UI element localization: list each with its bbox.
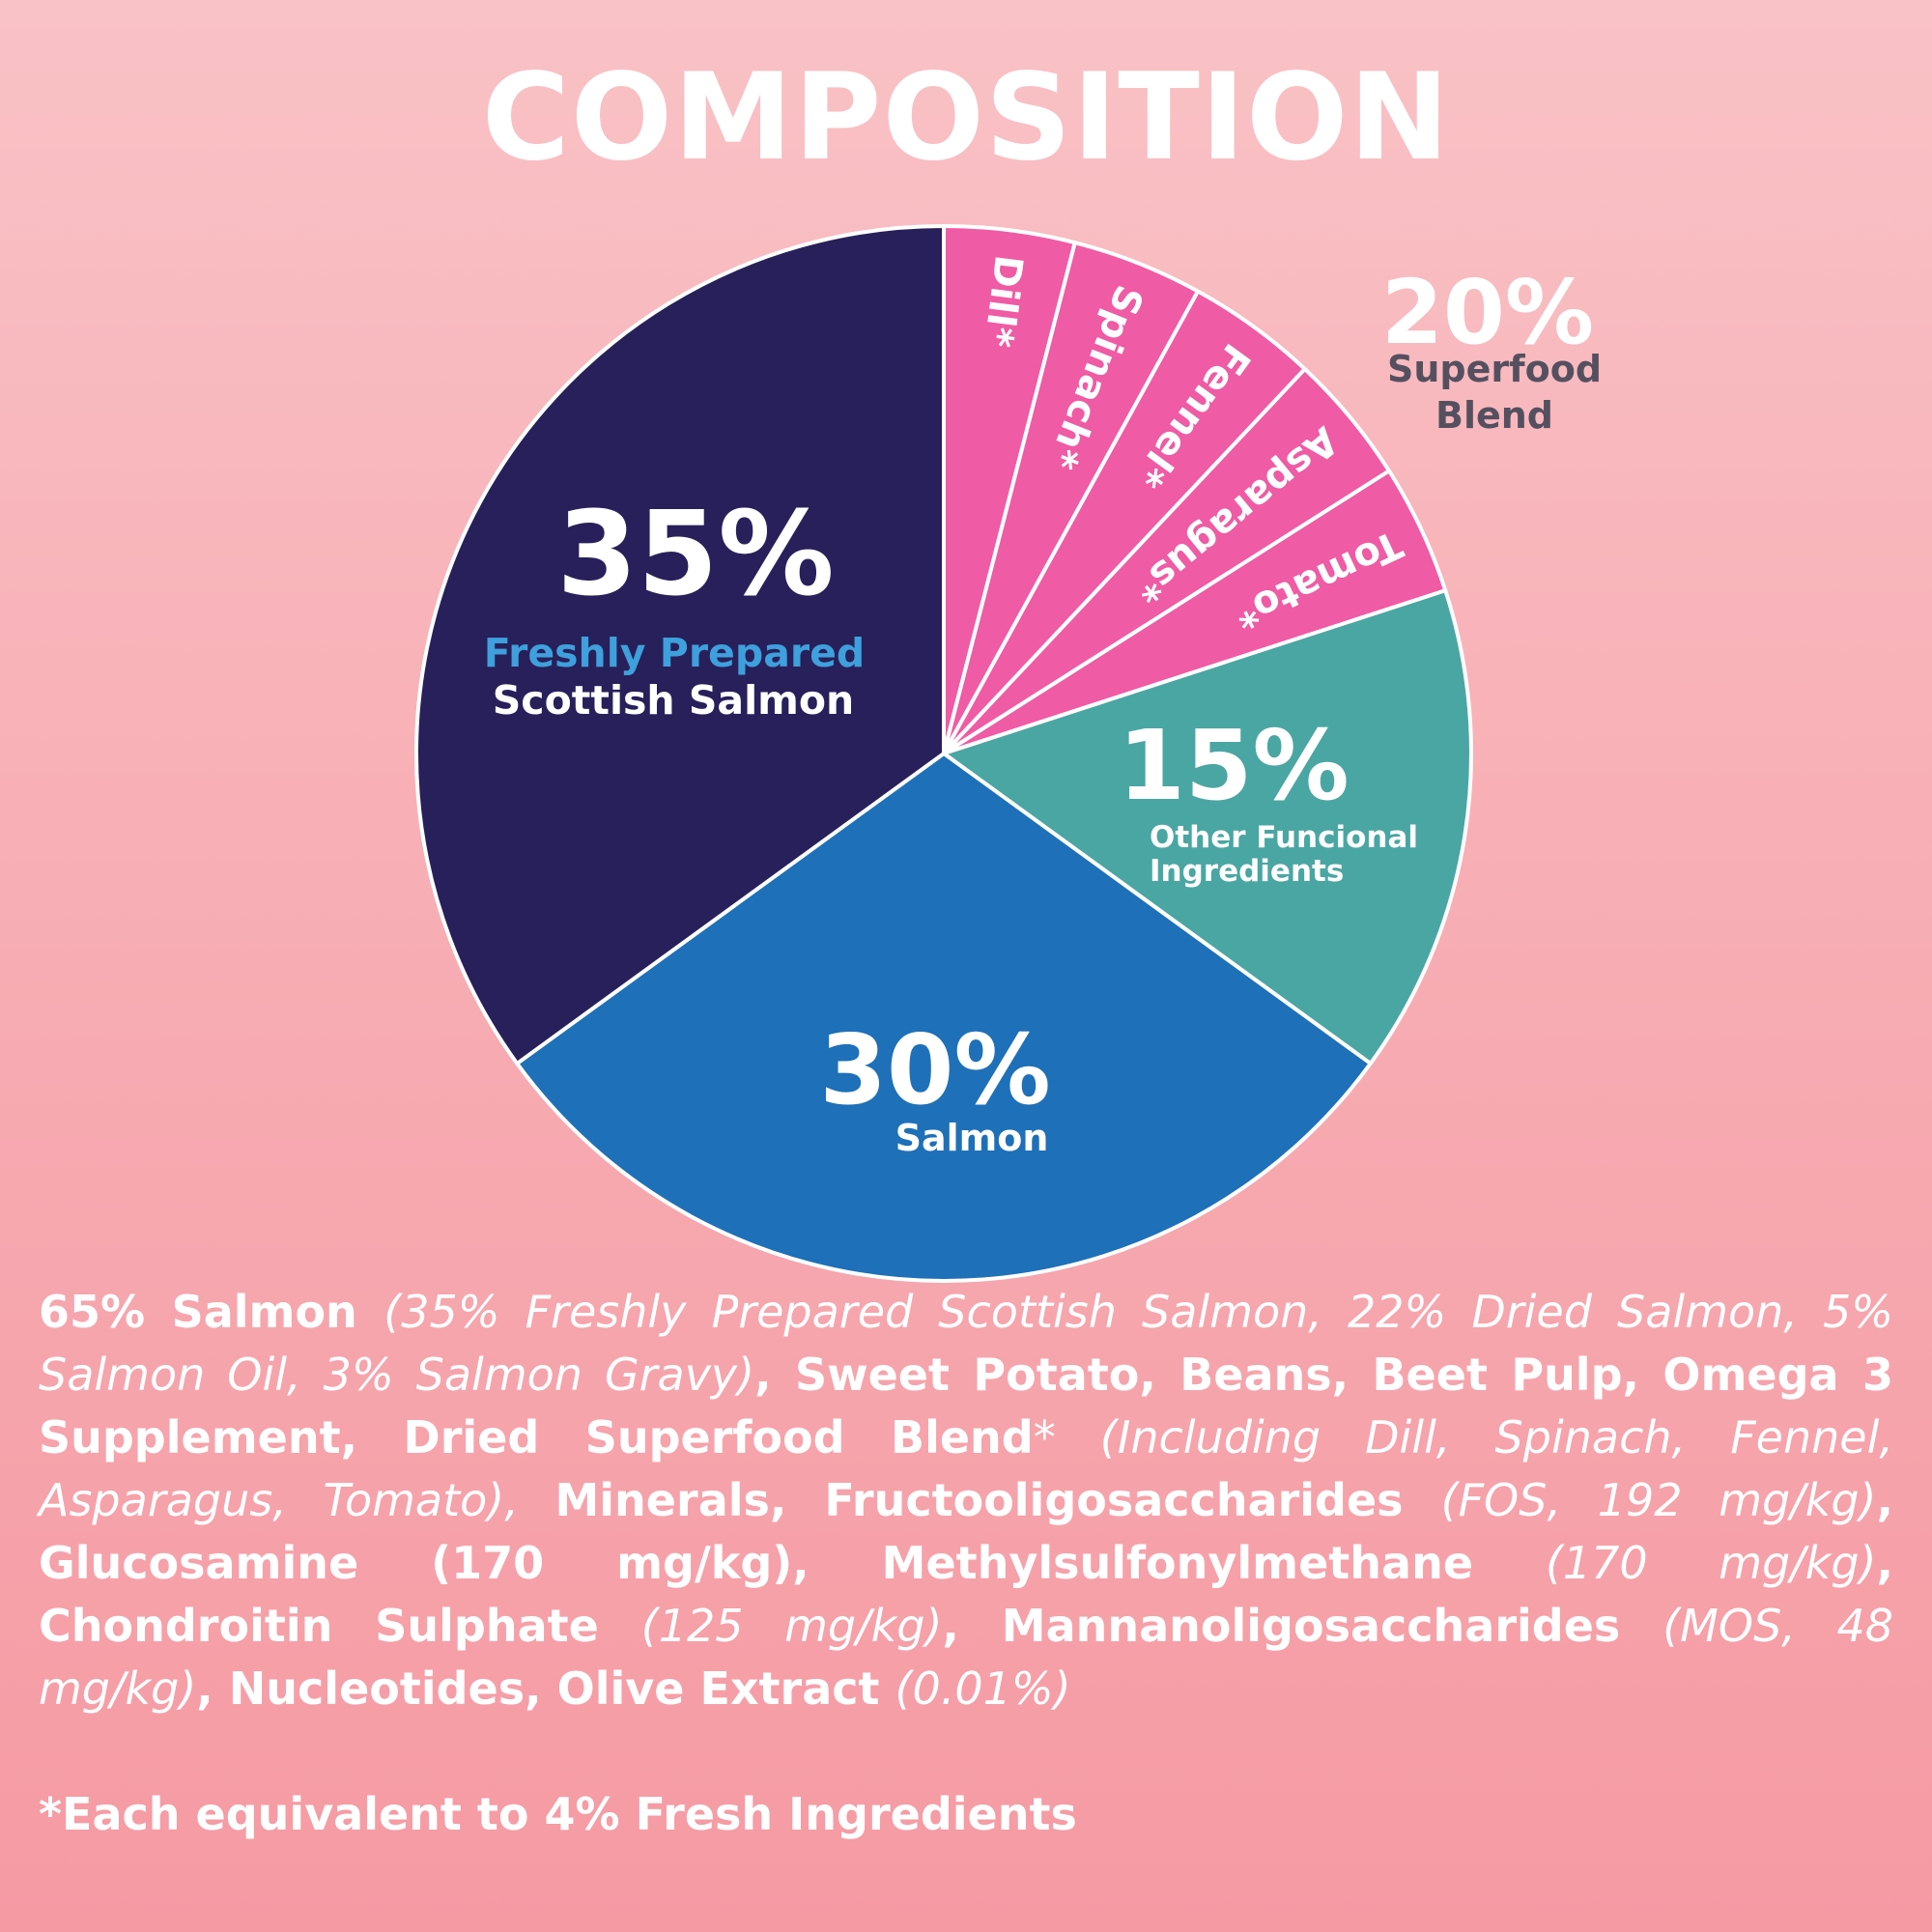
ingredient-segment: , Mannanoligosaccharides — [942, 1600, 1663, 1652]
value-label-other-functional: 15% — [1118, 709, 1349, 822]
ingredient-segment: (170 mg/kg) — [1545, 1537, 1877, 1589]
ingredient-segment: , Chondroitin Sulphate — [39, 1537, 1893, 1652]
slice-salmon — [515, 752, 1373, 1283]
ingredient-segment: 65% Salmon — [39, 1286, 384, 1338]
label-other-functional-line1: Other Funcional — [1150, 820, 1418, 855]
ingredient-segment: (35% Freshly Prepared Scottish Salmon, 2… — [39, 1286, 1893, 1401]
label-scottish-salmon: Scottish Salmon — [493, 677, 854, 724]
ingredient-segment: * (Including Dill, Spinach, Fennel, Aspa… — [39, 1411, 1893, 1526]
ingredient-segment: , Glucosamine (170 mg/kg), Methylsulfony… — [39, 1474, 1893, 1589]
label-salmon: Salmon — [895, 1117, 1049, 1159]
value-label-salmon: 30% — [819, 1013, 1050, 1126]
chart-title: COMPOSITION — [481, 48, 1451, 187]
ingredient-segment: , Nucleotides, Olive Extract — [196, 1662, 895, 1715]
footnote: *Each equivalent to 4% Fresh Ingredients — [39, 1788, 1077, 1840]
ingredient-segment: (FOS, 192 mg/kg) — [1440, 1474, 1877, 1526]
ingredient-segment: (MOS, 48 mg/kg) — [39, 1600, 1893, 1715]
label-other-functional-line2: Ingredients — [1150, 854, 1344, 889]
ingredient-segment: (125 mg/kg) — [640, 1600, 943, 1652]
ingredients-list: 65% Salmon (35% Freshly Prepared Scottis… — [39, 1281, 1893, 1720]
label-superfood-line1: Superfood — [1387, 348, 1602, 390]
ingredient-segment: (0.01%) — [895, 1662, 1071, 1715]
label-superfood-line2: Blend — [1435, 394, 1553, 437]
value-label-superfood: 20% — [1381, 261, 1594, 364]
slice-scottish-salmon — [414, 224, 946, 1065]
ingredient-segment: Minerals, Fructooligosaccharides — [554, 1474, 1441, 1526]
ingredient-segment: , Sweet Potato, Beans, Beet Pulp, Omega … — [39, 1349, 1893, 1463]
slice-other-functional — [942, 588, 1474, 1065]
sublabel-scottish-salmon: Freshly Prepared — [484, 630, 866, 676]
value-label-scottish-salmon: 35% — [556, 488, 834, 622]
